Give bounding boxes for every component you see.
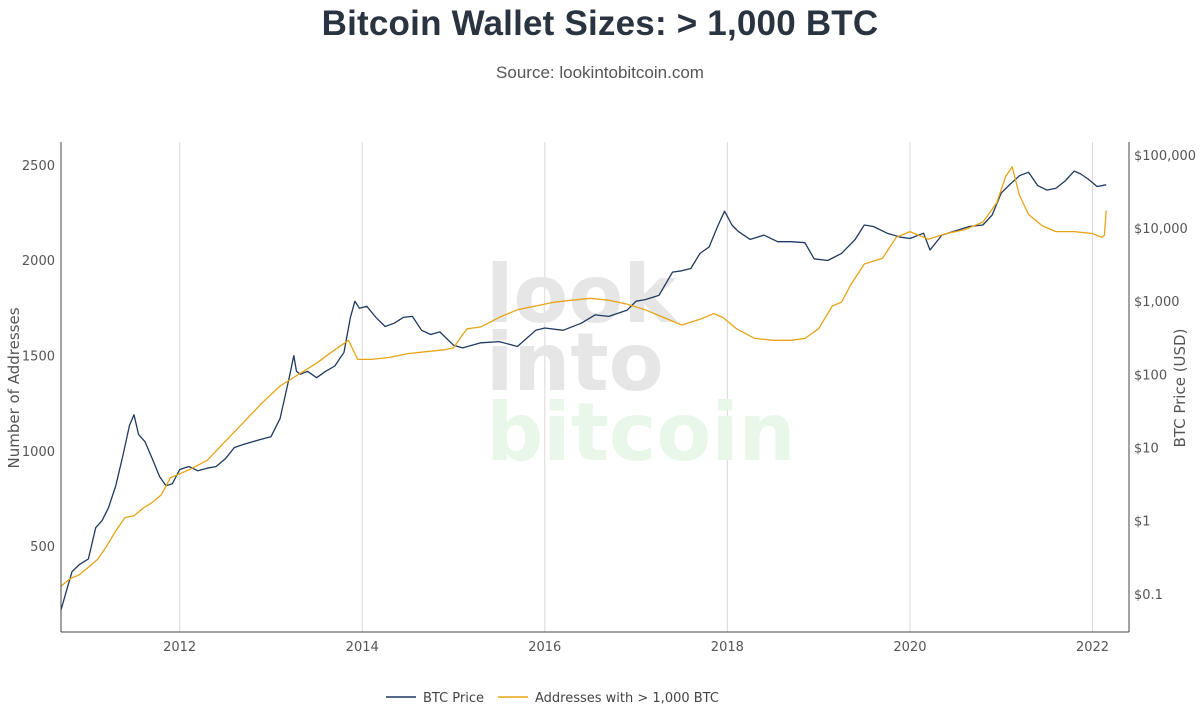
x-tick-label: 2014 (346, 640, 379, 655)
y-right-tick-label: $100 (1134, 368, 1167, 383)
legend-label-addresses: Addresses with > 1,000 BTC (535, 691, 719, 706)
tick-labels: 2012 2014 2016 2018 2020 2022 500 1000 1500 2000 2… (22, 149, 1196, 655)
x-tick-label: 2022 (1076, 640, 1109, 655)
y-right-tick-label: $0.1 (1134, 588, 1163, 603)
watermark-line-1: look (486, 248, 678, 341)
y-right-tick-label: $10,000 (1134, 222, 1188, 237)
y-left-tick-label: 500 (30, 540, 55, 555)
watermark-line-3: bitcoin (486, 386, 796, 479)
x-tick-label: 2012 (163, 640, 196, 655)
x-tick-label: 2018 (711, 640, 744, 655)
y-left-tick-label: 2000 (22, 254, 55, 269)
legend: BTC Price Addresses with > 1,000 BTC (386, 691, 719, 706)
series-line-btc-price (60, 170, 1107, 611)
y-left-tick-label: 1500 (22, 350, 55, 365)
watermark-line-2: into (486, 316, 664, 409)
series-layer (60, 166, 1107, 611)
y-left-tick-label: 1000 (22, 445, 55, 460)
x-tick-label: 2020 (893, 640, 926, 655)
watermark: look into bitcoin (486, 248, 796, 479)
x-tick-label: 2016 (528, 640, 561, 655)
y-right-tick-label: $100,000 (1134, 149, 1196, 164)
y-right-tick-label: $1 (1134, 515, 1151, 530)
y-left-tick-label: 2500 (22, 159, 55, 174)
series-line-addresses (60, 166, 1107, 587)
legend-label-price: BTC Price (423, 691, 484, 706)
y-right-axis-label: BTC Price (USD) (1171, 329, 1189, 448)
chart-subtitle: Source: lookintobitcoin.com (496, 63, 704, 82)
y-left-axis-label: Number of Addresses (5, 307, 23, 468)
gridlines (179, 142, 1093, 632)
chart-title: Bitcoin Wallet Sizes: > 1,000 BTC (321, 4, 879, 43)
y-right-tick-label: $1,000 (1134, 295, 1180, 310)
axes (60, 142, 1130, 633)
y-right-tick-label: $10 (1134, 441, 1159, 456)
